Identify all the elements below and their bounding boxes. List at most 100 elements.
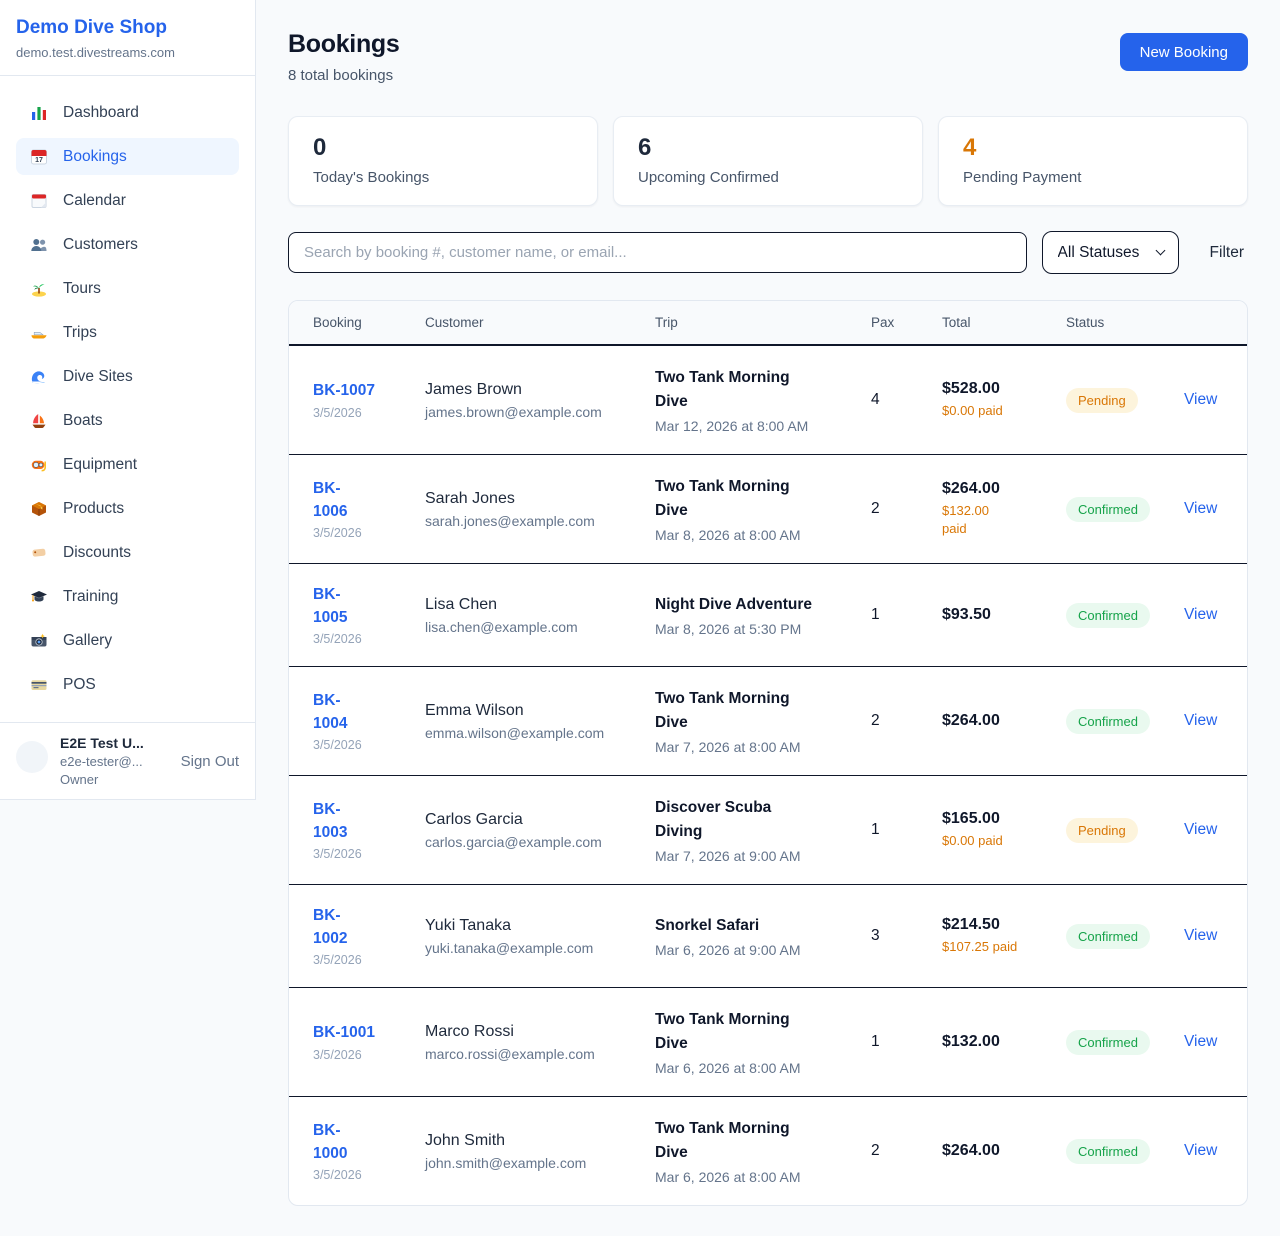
view-link[interactable]: View — [1184, 821, 1218, 839]
view-link[interactable]: View — [1184, 391, 1218, 409]
calendar-icon: 17 — [30, 148, 50, 166]
stat-value: 6 — [638, 134, 652, 161]
booking-date: 3/5/2026 — [313, 737, 362, 752]
booking-id-link[interactable]: BK- 1002 — [313, 907, 348, 947]
sidebar-item-label: Customers — [63, 235, 138, 253]
customer-name: Carlos Garcia — [425, 810, 523, 828]
tag-icon — [30, 544, 50, 562]
status-badge: Confirmed — [1066, 708, 1150, 734]
sidebar-item-products[interactable]: Products — [16, 490, 239, 527]
sidebar-item-gallery[interactable]: Gallery — [16, 622, 239, 659]
table-row: BK- 1002 3/5/2026 Yuki Tanaka yuki.tanak… — [289, 884, 1247, 987]
booking-id-link[interactable]: BK- 1005 — [313, 586, 348, 626]
booking-date: 3/5/2026 — [313, 1047, 362, 1062]
view-link[interactable]: View — [1184, 606, 1218, 624]
sidebar-nav: Dashboard 17 Bookings Calendar Customers… — [0, 76, 255, 722]
sidebar-item-customers[interactable]: Customers — [16, 226, 239, 263]
status-select[interactable]: All Statuses — [1041, 231, 1179, 274]
booking-date: 3/5/2026 — [313, 632, 362, 646]
stat-value: 4 — [963, 134, 977, 161]
trip-datetime: Mar 6, 2026 at 8:00 AM — [655, 1169, 801, 1186]
stat-label: Today's Bookings — [313, 169, 430, 186]
trip-datetime: Mar 6, 2026 at 9:00 AM — [655, 942, 801, 959]
view-link[interactable]: View — [1184, 1142, 1218, 1160]
column-header-actions — [1184, 315, 1223, 330]
sidebar-item-label: Products — [63, 499, 125, 517]
sidebar-item-calendar[interactable]: Calendar — [16, 182, 239, 219]
booking-id-link[interactable]: BK- 1006 — [313, 480, 348, 520]
view-link[interactable]: View — [1184, 500, 1218, 518]
sailboat-icon — [30, 412, 50, 430]
trip-datetime: Mar 8, 2026 at 8:00 AM — [655, 527, 801, 544]
sidebar-item-label: Boats — [63, 411, 103, 429]
sidebar-item-trips[interactable]: Trips — [16, 314, 239, 351]
trip-datetime: Mar 12, 2026 at 8:00 AM — [655, 418, 809, 435]
sidebar-item-discounts[interactable]: Discounts — [16, 534, 239, 571]
booking-id-link[interactable]: BK- 1000 — [313, 1122, 348, 1162]
diving-mask-icon — [30, 456, 50, 474]
status-badge: Pending — [1066, 387, 1138, 413]
package-icon — [30, 500, 50, 518]
pax-count: 2 — [871, 1142, 880, 1160]
table-row: BK-1007 3/5/2026 James Brown james.brown… — [289, 346, 1247, 454]
booking-date: 3/5/2026 — [313, 526, 362, 541]
status-badge: Pending — [1066, 817, 1138, 843]
people-icon — [30, 236, 50, 254]
sidebar-item-boats[interactable]: Boats — [16, 402, 239, 439]
stat-card-pending-payment: 4 Pending Payment — [938, 116, 1248, 206]
filter-controls: All Statuses Filter — [288, 231, 1248, 274]
trip-name: Two Tank Morning Dive — [655, 690, 790, 732]
paid-amount: $0.00 paid — [942, 402, 1003, 418]
search-input[interactable] — [288, 232, 1027, 273]
sidebar-item-dashboard[interactable]: Dashboard — [16, 94, 239, 131]
stat-value: 0 — [313, 134, 327, 161]
sidebar-item-training[interactable]: Training — [16, 578, 239, 615]
credit-card-icon — [30, 676, 50, 694]
customer-name: James Brown — [425, 380, 522, 398]
sidebar-item-bookings[interactable]: 17 Bookings — [16, 138, 239, 175]
view-link[interactable]: View — [1184, 712, 1218, 730]
page-title: Bookings — [288, 30, 400, 58]
sidebar-footer: E2E Test U... e2e-tester@... Owner Sign … — [0, 722, 255, 799]
customer-email: emma.wilson@example.com — [425, 724, 605, 741]
sidebar-item-tours[interactable]: Tours — [16, 270, 239, 307]
customer-email: sarah.jones@example.com — [425, 512, 595, 529]
table-row: BK- 1004 3/5/2026 Emma Wilson emma.wilso… — [289, 666, 1247, 775]
sidebar: Demo Dive Shop demo.test.divestreams.com… — [0, 0, 256, 800]
user-name: E2E Test U... — [60, 735, 144, 751]
total-amount: $528.00 — [942, 379, 1000, 397]
customer-name: Yuki Tanaka — [425, 916, 511, 934]
status-badge: Confirmed — [1066, 923, 1150, 949]
sign-out-label: Sign Out — [180, 752, 239, 770]
trip-datetime: Mar 8, 2026 at 5:30 PM — [655, 621, 802, 638]
view-link[interactable]: View — [1184, 927, 1218, 945]
booking-id-link[interactable]: BK-1007 — [313, 382, 376, 400]
new-booking-button[interactable]: New Booking — [1119, 33, 1248, 71]
total-amount: $132.00 — [942, 1033, 1000, 1051]
table-row: BK- 1005 3/5/2026 Lisa Chen lisa.chen@ex… — [289, 563, 1247, 666]
booking-id-link[interactable]: BK- 1003 — [313, 801, 348, 841]
booking-id-link[interactable]: BK- 1004 — [313, 692, 348, 732]
customer-name: Marco Rossi — [425, 1022, 514, 1040]
trip-name: Night Dive Adventure — [655, 596, 813, 614]
sidebar-item-dive-sites[interactable]: Dive Sites — [16, 358, 239, 395]
column-header-trip: Trip — [655, 315, 678, 330]
trip-name: Two Tank Morning Dive — [655, 1011, 790, 1053]
user-email: e2e-tester@... — [60, 754, 143, 769]
filter-button[interactable]: Filter — [1209, 243, 1244, 261]
customer-email: marco.rossi@example.com — [425, 1045, 595, 1062]
booking-id-link[interactable]: BK-1001 — [313, 1024, 376, 1042]
total-amount: $264.00 — [942, 1142, 1000, 1160]
sidebar-item-equipment[interactable]: Equipment — [16, 446, 239, 483]
graduation-cap-icon — [30, 588, 50, 606]
view-link[interactable]: View — [1184, 1033, 1218, 1051]
booking-date: 3/5/2026 — [313, 405, 362, 420]
sign-out-button[interactable]: Sign Out — [175, 753, 239, 770]
pax-count: 3 — [871, 927, 880, 945]
booking-date: 3/5/2026 — [313, 847, 362, 862]
brand-domain: demo.test.divestreams.com — [16, 45, 175, 60]
trip-datetime: Mar 7, 2026 at 9:00 AM — [655, 848, 801, 865]
total-amount: $93.50 — [942, 606, 991, 624]
table-row: BK- 1006 3/5/2026 Sarah Jones sarah.jone… — [289, 454, 1247, 563]
sidebar-item-pos[interactable]: POS — [16, 666, 239, 703]
